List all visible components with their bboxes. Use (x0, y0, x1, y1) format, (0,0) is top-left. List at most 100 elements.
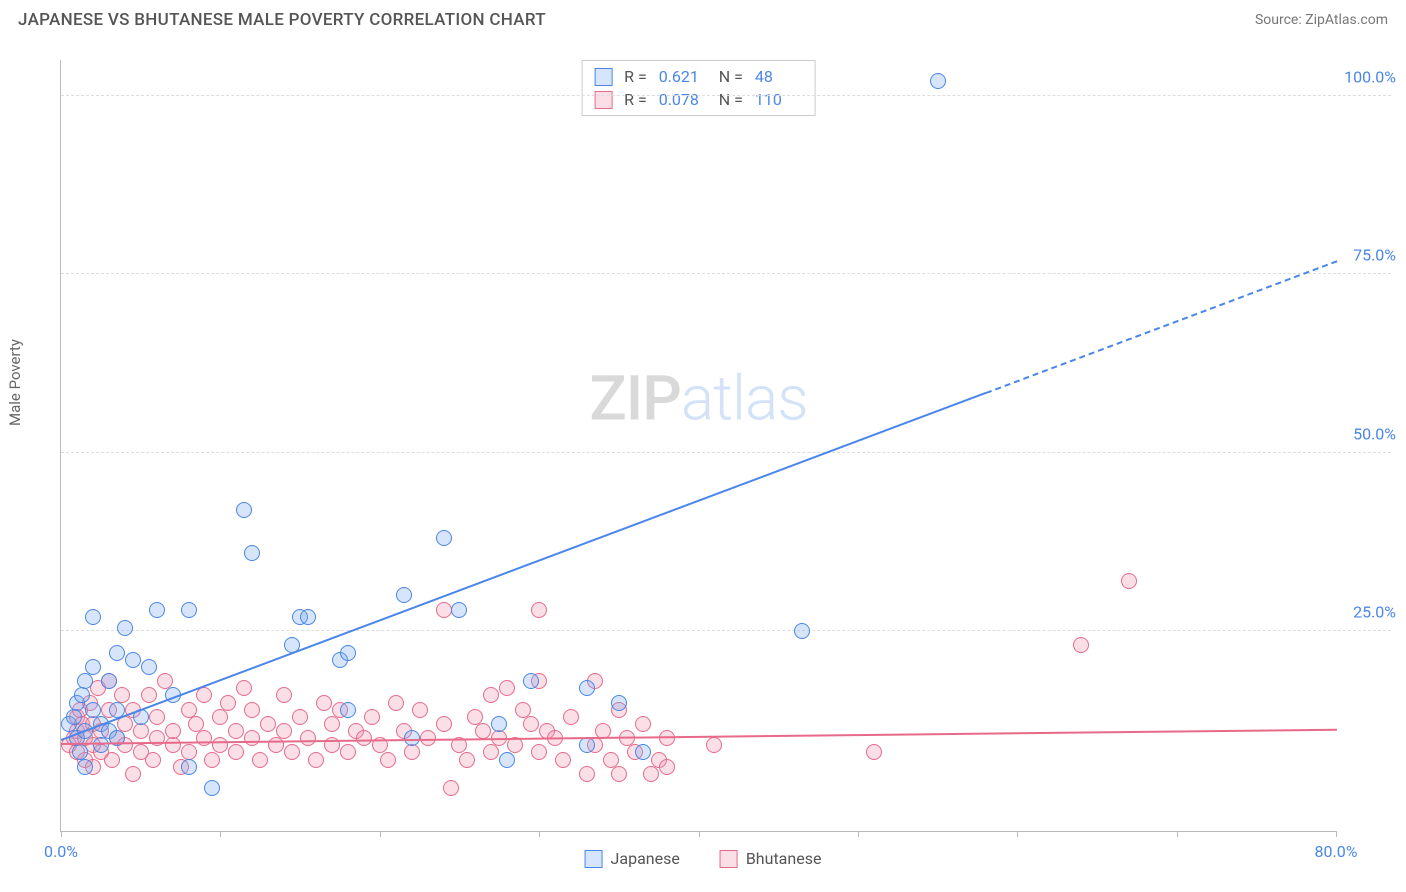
scatter-point (659, 759, 675, 775)
scatter-point (523, 716, 539, 732)
y-tick-label: 25.0% (1353, 603, 1396, 622)
stat-value-n: 48 (755, 67, 803, 86)
scatter-point (611, 766, 627, 782)
y-tick-label: 100.0% (1344, 67, 1396, 86)
scatter-point (364, 709, 380, 725)
x-tick (1336, 831, 1337, 837)
x-tick (380, 831, 381, 837)
gridline (61, 630, 1391, 631)
scatter-point (66, 709, 82, 725)
scatter-point (85, 609, 101, 625)
scatter-point (340, 744, 356, 760)
x-tick (1177, 831, 1178, 837)
scatter-point (276, 723, 292, 739)
scatter-point (531, 744, 547, 760)
scatter-point (101, 673, 117, 689)
stats-row: R =0.621N =48 (594, 65, 803, 88)
x-tick (61, 831, 62, 837)
stat-label-r: R = (624, 90, 647, 109)
plot-area: ZIPatlas R =0.621N =48R =0.078N =110 25.… (60, 60, 1336, 832)
x-tick-label: 0.0% (44, 842, 78, 861)
scatter-point (212, 737, 228, 753)
bottom-legend: Japanese Bhutanese (585, 849, 822, 868)
scatter-point (443, 780, 459, 796)
chart-title: JAPANESE VS BHUTANESE MALE POVERTY CORRE… (18, 10, 546, 30)
scatter-point (133, 723, 149, 739)
scatter-point (284, 744, 300, 760)
scatter-point (104, 752, 120, 768)
scatter-point (523, 673, 539, 689)
x-tick (1017, 831, 1018, 837)
trend-line (61, 392, 987, 741)
scatter-point (499, 680, 515, 696)
scatter-point (475, 723, 491, 739)
scatter-point (324, 716, 340, 732)
stat-label-r: R = (624, 67, 647, 86)
scatter-point (117, 620, 133, 636)
stat-value-n: 110 (755, 90, 803, 109)
scatter-point (643, 766, 659, 782)
legend-item: Bhutanese (720, 849, 822, 868)
watermark: ZIPatlas (589, 363, 807, 436)
scatter-point (300, 609, 316, 625)
scatter-point (212, 709, 228, 725)
scatter-point (579, 680, 595, 696)
scatter-point (611, 695, 627, 711)
scatter-point (196, 730, 212, 746)
scatter-point (260, 716, 276, 732)
scatter-point (149, 602, 165, 618)
scatter-point (145, 752, 161, 768)
legend-label: Japanese (611, 849, 680, 868)
y-tick-label: 50.0% (1353, 424, 1396, 443)
legend-swatch (720, 850, 738, 868)
scatter-point (340, 645, 356, 661)
scatter-point (236, 502, 252, 518)
stats-legend-box: R =0.621N =48R =0.078N =110 (581, 60, 816, 116)
chart-source: Source: ZipAtlas.com (1255, 12, 1388, 28)
scatter-point (300, 730, 316, 746)
scatter-point (181, 759, 197, 775)
gridline (61, 95, 1391, 96)
scatter-point (436, 602, 452, 618)
x-tick (539, 831, 540, 837)
scatter-point (579, 766, 595, 782)
scatter-point (499, 752, 515, 768)
y-tick-label: 75.0% (1353, 246, 1396, 265)
scatter-point (252, 752, 268, 768)
scatter-point (204, 752, 220, 768)
legend-item: Japanese (585, 849, 680, 868)
scatter-point (93, 737, 109, 753)
scatter-point (436, 716, 452, 732)
x-tick (699, 831, 700, 837)
stat-label-n: N = (719, 67, 743, 86)
scatter-point (388, 695, 404, 711)
trend-line-dashed (986, 260, 1338, 394)
scatter-point (276, 687, 292, 703)
legend-swatch (594, 91, 612, 109)
scatter-point (706, 737, 722, 753)
scatter-point (165, 737, 181, 753)
scatter-point (228, 723, 244, 739)
scatter-point (635, 744, 651, 760)
scatter-point (930, 73, 946, 89)
scatter-point (483, 744, 499, 760)
scatter-point (292, 709, 308, 725)
stats-row: R =0.078N =110 (594, 88, 803, 111)
scatter-point (436, 530, 452, 546)
watermark-zip: ZIP (589, 363, 681, 436)
scatter-point (380, 752, 396, 768)
x-tick (858, 831, 859, 837)
scatter-point (1121, 573, 1137, 589)
scatter-point (451, 602, 467, 618)
stat-label-n: N = (719, 90, 743, 109)
x-tick (220, 831, 221, 837)
x-tick-label: 80.0% (1315, 842, 1358, 861)
scatter-point (220, 695, 236, 711)
scatter-point (125, 652, 141, 668)
legend-swatch (594, 68, 612, 86)
scatter-point (77, 673, 93, 689)
scatter-point (109, 645, 125, 661)
scatter-point (404, 744, 420, 760)
scatter-point (531, 602, 547, 618)
watermark-atlas: atlas (681, 363, 808, 436)
